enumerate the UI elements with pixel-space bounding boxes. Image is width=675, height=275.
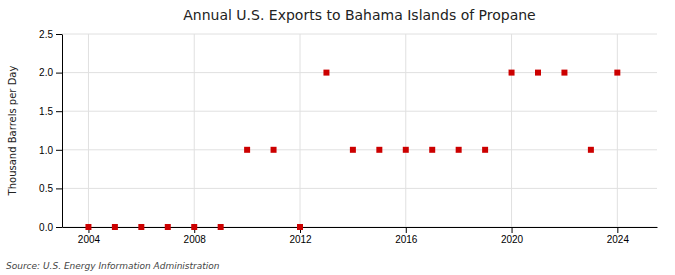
y-tick-label: 2.0: [39, 67, 53, 78]
plot: 2004 2008 2012 2016 2020 2024 0.0 0.5 1.0 1.5 2.0 2…: [39, 29, 657, 245]
y-tick-mark: [56, 73, 62, 74]
y-tick-mark: [56, 188, 62, 189]
point: [614, 70, 620, 76]
x-grid-line: [617, 34, 618, 227]
point: [509, 70, 515, 76]
x-grid-line: [194, 34, 195, 227]
x-tick-label: 2012: [289, 234, 312, 245]
x-grid-line: [511, 34, 512, 227]
y-tick: 2.5: [39, 29, 62, 40]
point: [138, 224, 144, 230]
point: [482, 147, 488, 153]
x-tick-label: 2016: [395, 234, 418, 245]
grid: [62, 34, 657, 227]
y-tick-label: 2.5: [39, 29, 53, 40]
y-tick-label: 1.0: [39, 145, 53, 156]
x-grid-line: [405, 34, 406, 227]
x-tick: 2024: [607, 227, 630, 245]
point: [456, 147, 462, 153]
y-tick: 1.5: [39, 106, 62, 117]
x-tick-mark: [512, 227, 513, 233]
point: [112, 224, 118, 230]
point: [271, 147, 277, 153]
x-axis: 2004 2008 2012 2016 2020 2024: [63, 227, 658, 245]
y-grid-line: [62, 34, 657, 35]
y-tick: 0.5: [39, 183, 62, 194]
y-grid-line: [62, 227, 657, 228]
y-axis: 0.0 0.5 1.0 1.5 2.0 2.5: [39, 29, 62, 233]
y-grid-line: [62, 188, 657, 189]
point: [297, 224, 303, 230]
y-tick-mark: [56, 111, 62, 112]
x-tick-label: 2004: [78, 234, 101, 245]
y-axis-title: Thousand Barrels per Day: [7, 66, 18, 197]
x-tick-mark: [406, 227, 407, 233]
y-tick-label: 1.5: [39, 106, 53, 117]
point: [323, 70, 329, 76]
y-tick-mark: [56, 150, 62, 151]
point: [244, 147, 250, 153]
x-tick-mark: [617, 227, 618, 233]
x-grid-line: [88, 34, 89, 227]
point: [403, 147, 409, 153]
title: Annual U.S. Exports to Bahama Islands of…: [183, 7, 535, 23]
points: [85, 70, 620, 230]
y-tick-label: 0.0: [39, 222, 53, 233]
x-grid-line: [300, 34, 301, 227]
point: [588, 147, 594, 153]
x-tick-label: 2020: [501, 234, 524, 245]
point: [350, 147, 356, 153]
x-tick-label: 2008: [184, 234, 207, 245]
y-grid-line: [62, 72, 657, 73]
y-tick: 1.0: [39, 145, 62, 156]
y-tick-label: 0.5: [39, 183, 53, 194]
y-grid-line: [62, 111, 657, 112]
y-tick: 0.0: [39, 222, 62, 233]
annotation: Source: U.S. Energy Information Administ…: [6, 261, 220, 271]
point: [535, 70, 541, 76]
chart: 2004 2008 2012 2016 2020 2024 0.0 0.5 1.0 1.5 2.0 2…: [0, 0, 675, 275]
y-tick-mark: [56, 34, 62, 35]
x-tick: 2016: [395, 227, 418, 245]
point: [85, 224, 91, 230]
point: [429, 147, 435, 153]
x-tick: 2020: [501, 227, 524, 245]
x-axis-line: [63, 227, 658, 228]
point: [191, 224, 197, 230]
y-tick-mark: [56, 227, 62, 228]
point: [165, 224, 171, 230]
x-tick-label: 2024: [607, 234, 630, 245]
y-tick: 2.0: [39, 67, 62, 78]
y-axis-line: [62, 35, 63, 228]
point: [561, 70, 567, 76]
point: [376, 147, 382, 153]
point: [218, 224, 224, 230]
y-grid-line: [62, 149, 657, 150]
